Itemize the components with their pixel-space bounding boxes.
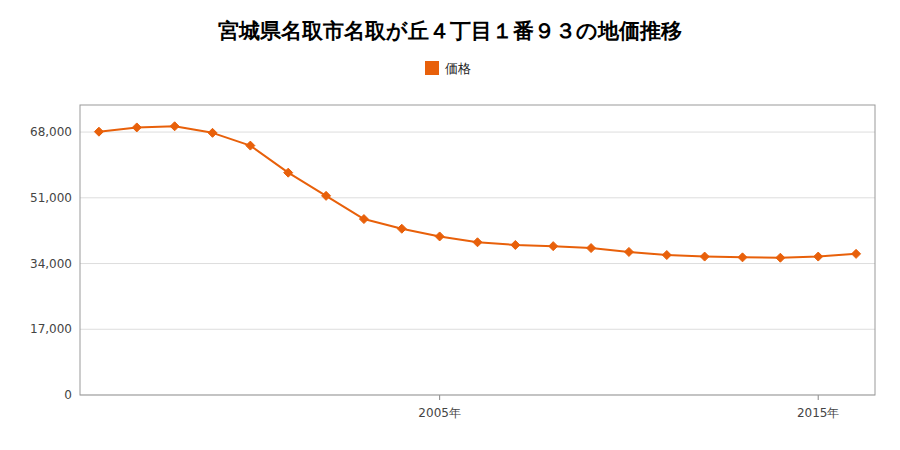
legend-label: 価格 [445, 61, 471, 76]
grid-line [80, 132, 875, 133]
line [99, 126, 856, 257]
marker [435, 232, 444, 241]
marker [322, 191, 331, 200]
y-tick-label: 17,000 [30, 322, 72, 336]
y-tick-label: 51,000 [30, 191, 72, 205]
x-tick [439, 395, 440, 400]
grid-line [80, 263, 875, 264]
marker [662, 251, 671, 260]
y-tick-label: 34,000 [30, 257, 72, 271]
grid [80, 132, 875, 395]
x-tick-label: 2005年 [418, 406, 461, 420]
marker [170, 122, 179, 131]
marker [776, 253, 785, 262]
grid-line [80, 329, 875, 330]
x-tick-label: 2015年 [797, 406, 840, 420]
marker [511, 240, 520, 249]
marker [549, 242, 558, 251]
title: 宮城県名取市名取が丘４丁目１番９３の地価推移 [218, 19, 682, 43]
legend-swatch [425, 61, 439, 75]
marker [624, 247, 633, 256]
legend: 価格 [425, 61, 471, 76]
y-tick-label: 0 [64, 388, 72, 402]
marker [814, 252, 823, 261]
x-tick [818, 395, 819, 400]
marker [738, 253, 747, 262]
plot-frame [80, 105, 875, 395]
marker [132, 123, 141, 132]
marker [397, 224, 406, 233]
marker [284, 168, 293, 177]
marker [587, 244, 596, 253]
y-tick-label: 68,000 [30, 125, 72, 139]
grid-line [80, 197, 875, 198]
chart: 宮城県名取市名取が丘４丁目１番９３の地価推移 0 17,000 34,000 51,00… [0, 0, 900, 450]
marker [700, 252, 709, 261]
marker [246, 141, 255, 150]
marker [208, 128, 217, 137]
axes: 0 17,000 34,000 51,000 68,000 2005年 2015年 [30, 125, 839, 420]
plot-data [94, 122, 860, 262]
marker [359, 215, 368, 224]
marker [852, 249, 861, 258]
marker [94, 127, 103, 136]
marker [473, 238, 482, 247]
